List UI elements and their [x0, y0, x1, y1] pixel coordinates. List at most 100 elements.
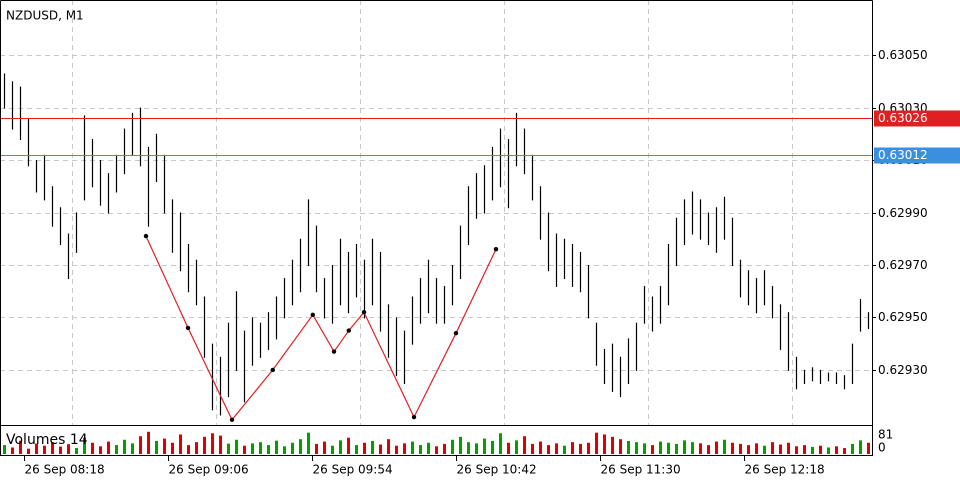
volume-bar: [99, 446, 102, 454]
zigzag-point: [331, 349, 337, 354]
volume-tick-label: 0: [878, 441, 886, 455]
volume-bar: [355, 445, 358, 454]
volume-bar: [699, 443, 702, 454]
volume-bar: [627, 440, 630, 454]
volume-bar: [371, 440, 374, 454]
volume-bar: [211, 433, 214, 454]
zigzag-point: [229, 417, 235, 422]
zigzag-point: [346, 328, 351, 333]
x-tick-label: 26 Sep 11:30: [601, 463, 681, 477]
x-tick-label: 26 Sep 10:42: [457, 463, 537, 477]
x-tick-label: 26 Sep 09:54: [313, 463, 393, 477]
volume-bar: [667, 442, 670, 454]
volume-bar: [379, 444, 382, 454]
volume-bar: [91, 442, 94, 454]
volume-bar: [395, 445, 398, 454]
volume-bar: [651, 445, 654, 454]
volume-bar: [683, 440, 686, 454]
volume-bar: [795, 446, 798, 454]
volume-bar: [603, 434, 606, 454]
volume-bar: [635, 442, 638, 454]
y-tick-label: 0.62950: [878, 310, 928, 324]
volume-bar: [51, 442, 54, 454]
volume-bar: [59, 446, 62, 454]
volume-bar: [171, 442, 174, 454]
volume-bar: [323, 441, 326, 454]
volume-bar: [299, 439, 302, 454]
volume-bar: [675, 443, 678, 454]
axes: [0, 0, 873, 456]
volume-bar: [467, 442, 470, 454]
volume-bar: [499, 433, 502, 454]
volume-bar: [515, 440, 518, 454]
volume-bar: [827, 447, 830, 454]
volume-bar: [563, 445, 566, 454]
volume-bar: [3, 445, 6, 454]
volume-bar: [547, 445, 550, 454]
volume-bar: [139, 436, 142, 454]
volume-bar: [107, 441, 110, 454]
volume-bar: [35, 443, 38, 454]
volume-bar: [227, 443, 230, 454]
volume-bar: [275, 440, 278, 454]
level-label-box: [874, 110, 960, 127]
level-label: 0.63012: [878, 148, 928, 162]
volume-bar: [435, 446, 438, 454]
volume-bar: [595, 432, 598, 454]
volume-bar: [179, 434, 182, 454]
zigzag-point: [493, 247, 499, 252]
zigzag-point: [310, 312, 315, 318]
volume-bar: [27, 448, 30, 454]
volume-bar: [771, 442, 774, 454]
volume-bar: [715, 441, 718, 454]
volume-bar: [267, 445, 270, 454]
volume-bar: [691, 442, 694, 454]
volume-bar: [83, 437, 86, 454]
volume-bar: [491, 440, 494, 454]
volume-bar: [811, 446, 814, 454]
volume-bar: [843, 448, 846, 454]
volume-bar: [347, 437, 350, 454]
volume-bar: [219, 435, 222, 454]
y-tick-label: 0.63050: [878, 48, 928, 62]
volume-bar: [531, 443, 534, 454]
volume-bar: [163, 438, 166, 454]
y-tick-label: 0.62930: [878, 363, 928, 377]
volume-bar: [523, 436, 526, 454]
volume-bar: [723, 439, 726, 454]
volume-bar: [835, 446, 838, 454]
volume-bar: [787, 442, 790, 454]
volume-bar: [195, 442, 198, 454]
volume-bar: [859, 440, 862, 454]
volume-bar: [483, 438, 486, 454]
volume-bar: [235, 439, 238, 454]
volume-bar: [587, 442, 590, 454]
volume-bar: [123, 439, 126, 454]
volume-bar: [363, 442, 366, 454]
volume-bar: [507, 442, 510, 454]
chart-title: NZDUSD, M1: [6, 9, 84, 23]
volume-bar: [427, 442, 430, 454]
volume-tick-label: 81: [878, 428, 893, 442]
volume-bar: [803, 445, 806, 454]
volume-bar: [611, 436, 614, 454]
volume-bar: [731, 442, 734, 454]
volume-bar: [419, 445, 422, 454]
volume-bar: [43, 445, 46, 454]
volume-bar: [819, 445, 822, 454]
volume-bar: [283, 446, 286, 454]
volume-bar: [19, 440, 22, 454]
volume-bar: [307, 432, 310, 454]
y-tick-label: 0.62970: [878, 258, 928, 272]
volume-bar: [851, 443, 854, 454]
volume-bar: [315, 443, 318, 454]
volume-bar: [403, 443, 406, 454]
volume-bar: [763, 445, 766, 454]
volume-bar: [867, 442, 870, 454]
volume-bar: [187, 445, 190, 454]
volume-bar: [331, 445, 334, 454]
volume-bar: [451, 439, 454, 454]
volume-bar: [571, 442, 574, 454]
